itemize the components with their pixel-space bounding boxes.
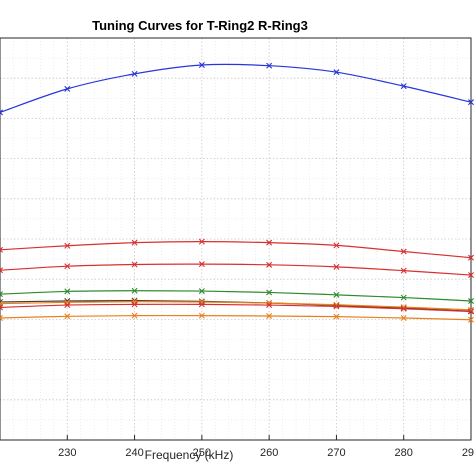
series-2-marker bbox=[0, 246, 3, 253]
series-4-marker bbox=[468, 297, 474, 304]
series-line-6 bbox=[0, 301, 472, 311]
series-3-marker bbox=[198, 261, 205, 268]
series-8-marker bbox=[64, 313, 71, 320]
series-3-marker bbox=[468, 272, 474, 279]
series-4-marker bbox=[0, 291, 3, 298]
series-2-marker bbox=[198, 238, 205, 245]
series-8-marker bbox=[468, 316, 474, 323]
series-7-marker bbox=[468, 308, 474, 315]
x-axis-label: Frequency (kHz) bbox=[145, 448, 234, 462]
series-3-marker bbox=[131, 261, 138, 268]
series-line-1 bbox=[0, 63, 472, 113]
x-tick-label: 240 bbox=[125, 447, 143, 459]
series-7-marker bbox=[400, 305, 407, 312]
series-line-3 bbox=[0, 263, 472, 276]
series-1-marker bbox=[131, 70, 138, 77]
series-7-marker bbox=[333, 303, 340, 310]
plot-frame bbox=[0, 37, 472, 441]
series-4-marker bbox=[131, 287, 138, 294]
series-2-marker bbox=[131, 239, 138, 246]
series-6-marker bbox=[198, 299, 205, 305]
series-2-marker bbox=[468, 254, 474, 261]
x-tick-label: 230 bbox=[58, 447, 76, 459]
grid bbox=[0, 38, 472, 440]
series-4-marker bbox=[400, 294, 407, 301]
series-2-marker bbox=[64, 242, 71, 249]
series-1-marker bbox=[333, 69, 340, 76]
series-7-marker bbox=[131, 301, 138, 308]
series-1-marker bbox=[266, 62, 273, 69]
series-7-marker bbox=[198, 301, 205, 308]
series-2-marker bbox=[400, 248, 407, 255]
series-1-marker bbox=[468, 99, 474, 106]
x-tick-label: 270 bbox=[327, 447, 345, 459]
x-axis-ticks: 230 240 250 260 270 280 290 bbox=[58, 435, 474, 459]
series-1-marker bbox=[0, 109, 3, 116]
series-3-marker bbox=[266, 261, 273, 268]
series-8-marker bbox=[198, 312, 205, 319]
series-4-marker bbox=[333, 291, 340, 298]
series-line-7 bbox=[0, 303, 472, 313]
series-3-marker bbox=[0, 267, 3, 274]
x-tick-label: 280 bbox=[395, 447, 413, 459]
x-tick-label: 250 bbox=[193, 447, 211, 459]
series-4-marker bbox=[266, 289, 273, 296]
series-3-marker bbox=[64, 263, 71, 270]
series-group bbox=[0, 62, 474, 323]
series-8-marker bbox=[333, 313, 340, 320]
series-8-marker bbox=[131, 312, 138, 319]
series-3-marker bbox=[400, 267, 407, 274]
series-2-marker bbox=[266, 239, 273, 246]
series-4-marker bbox=[198, 288, 205, 295]
x-tick-label: 260 bbox=[260, 447, 278, 459]
series-line-4 bbox=[0, 290, 472, 302]
series-1-marker bbox=[64, 85, 71, 92]
series-1-marker bbox=[198, 62, 205, 68]
series-2-marker bbox=[333, 242, 340, 249]
x-tick-label: 290 bbox=[462, 447, 474, 459]
series-8-marker bbox=[0, 315, 3, 322]
series-7-marker bbox=[266, 302, 273, 309]
chart-title: Tuning Curves for T-Ring2 R-Ring3 bbox=[92, 18, 308, 33]
series-4-marker bbox=[64, 288, 71, 295]
series-line-8 bbox=[0, 314, 472, 321]
series-7-marker bbox=[0, 304, 3, 311]
series-8-marker bbox=[266, 312, 273, 319]
series-line-2 bbox=[0, 241, 472, 259]
series-7-marker bbox=[64, 302, 71, 309]
series-3-marker bbox=[333, 263, 340, 270]
series-1-marker bbox=[400, 83, 407, 90]
series-8-marker bbox=[400, 315, 407, 322]
